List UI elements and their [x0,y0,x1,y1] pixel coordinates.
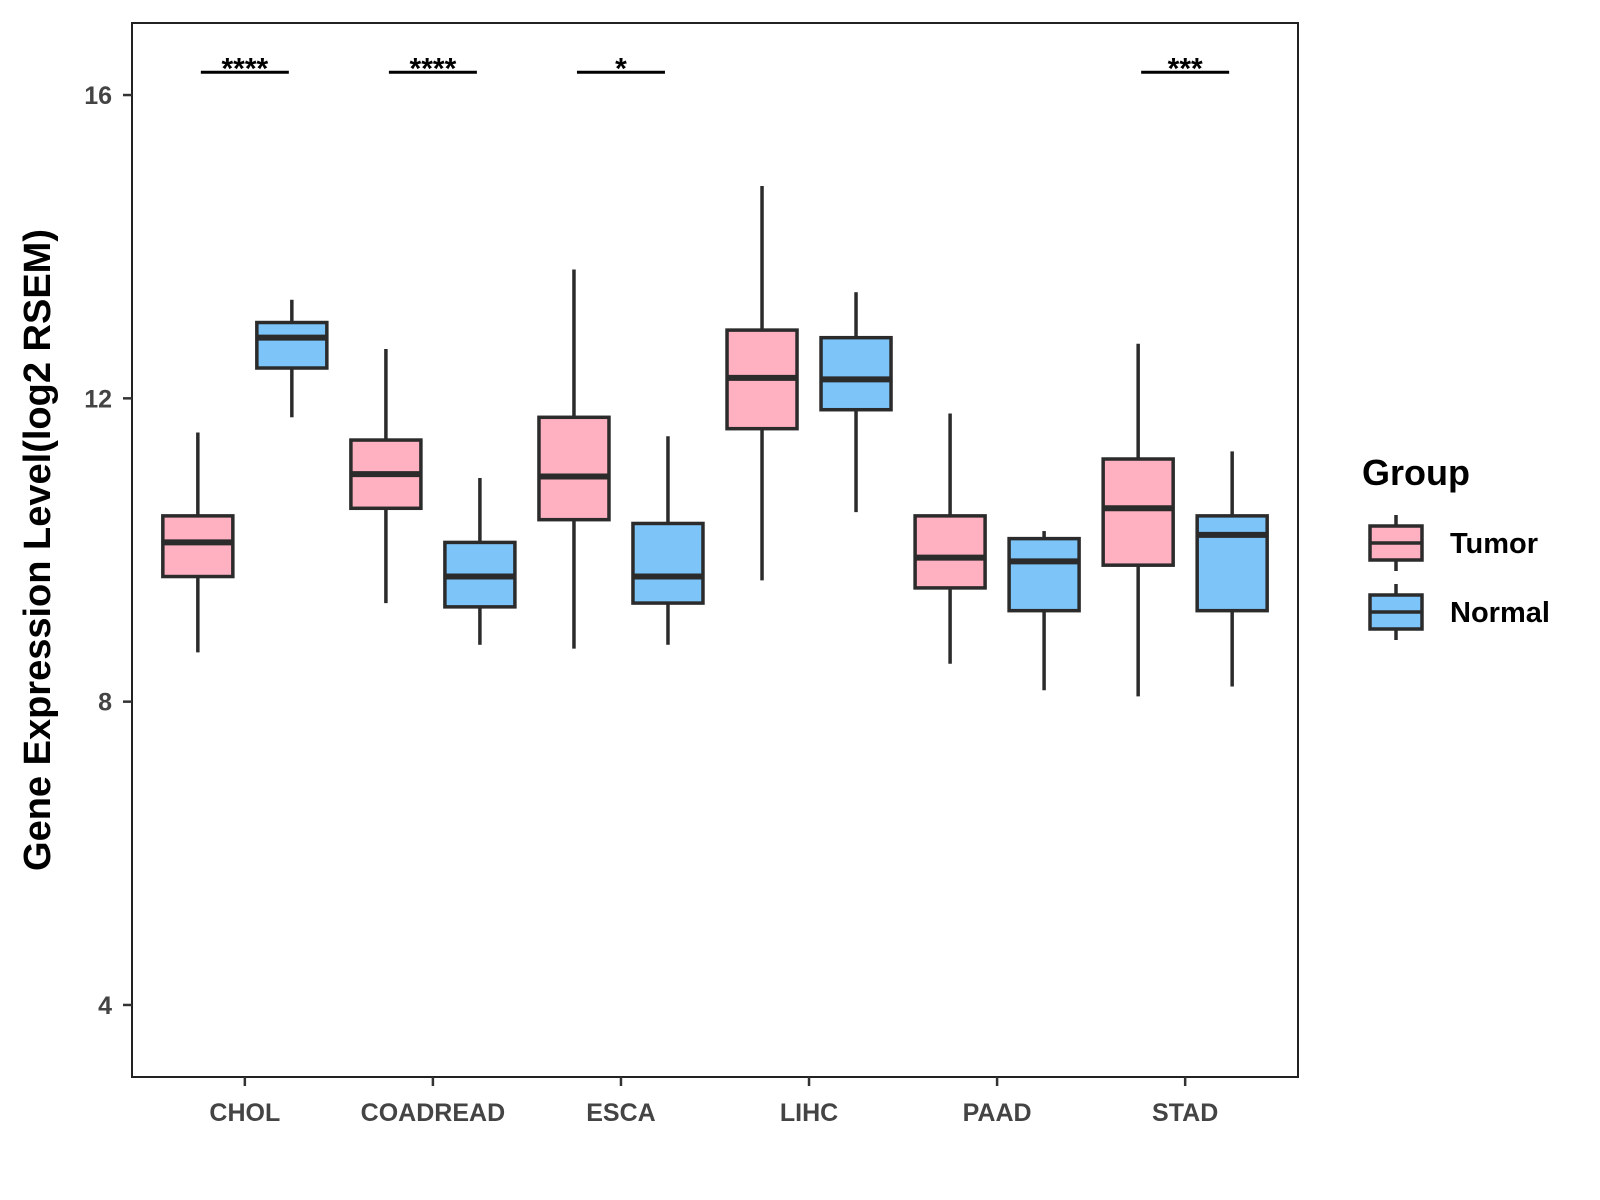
box-lihc-tumor [725,186,799,581]
x-tick-label: PAAD [963,1099,1032,1127]
plot-area: **** **** * *** [131,22,1299,1078]
box-iqr [161,514,235,579]
significance-label: *** [1168,52,1203,85]
box-paad-normal [1007,531,1081,691]
box-iqr [819,335,893,412]
y-tick-label: 12 [84,385,112,413]
legend-item-normal: Normal [1368,584,1550,640]
legend: Group Tumor Normal [1362,452,1550,640]
significance-stad: *** [1141,52,1230,85]
box-iqr [1101,457,1175,567]
box-iqr [1007,536,1081,613]
panel-border [131,22,1299,1078]
x-tick-label: COADREAD [361,1099,505,1127]
x-tick-label: LIHC [780,1099,838,1127]
significance-chol: **** [200,52,289,85]
box-iqr [537,415,611,522]
x-tick-label: CHOL [209,1099,280,1127]
significance-coadread: **** [388,52,477,85]
y-axis-title: Gene Expression Level(log2 RSEM) [17,229,59,871]
box-chol-tumor [161,432,235,653]
box-coadread-normal [443,477,517,645]
box-stad-normal [1195,451,1269,687]
box-iqr [913,514,987,590]
legend-item-tumor: Tumor [1368,515,1538,571]
box-lihc-normal [819,292,893,513]
box-iqr [1195,514,1269,613]
box-iqr [255,320,329,370]
y-tick-label: 8 [98,689,112,717]
box-paad-tumor [913,413,987,664]
significance-label: **** [410,52,457,85]
legend-label: Normal [1450,597,1550,629]
box-stad-tumor [1101,343,1175,697]
y-tick-label: 16 [84,82,112,110]
box-esca-normal [631,436,705,645]
significance-esca: * [576,52,665,85]
x-tick-label: STAD [1152,1099,1218,1127]
legend-label: Tumor [1450,528,1538,560]
y-tick-label: 4 [98,992,112,1020]
box-coadread-tumor [349,349,423,604]
significance-label: **** [221,52,268,85]
x-axis: CHOL COADREAD ESCA LIHC PAAD STAD [209,1077,1218,1127]
legend-title: Group [1362,452,1470,493]
y-axis: 4 8 12 16 [84,82,132,1020]
x-tick-label: ESCA [586,1099,655,1127]
box-iqr [631,521,705,605]
significance-label: * [615,52,627,85]
box-esca-tumor [537,269,611,649]
box-chol-normal [255,299,329,418]
